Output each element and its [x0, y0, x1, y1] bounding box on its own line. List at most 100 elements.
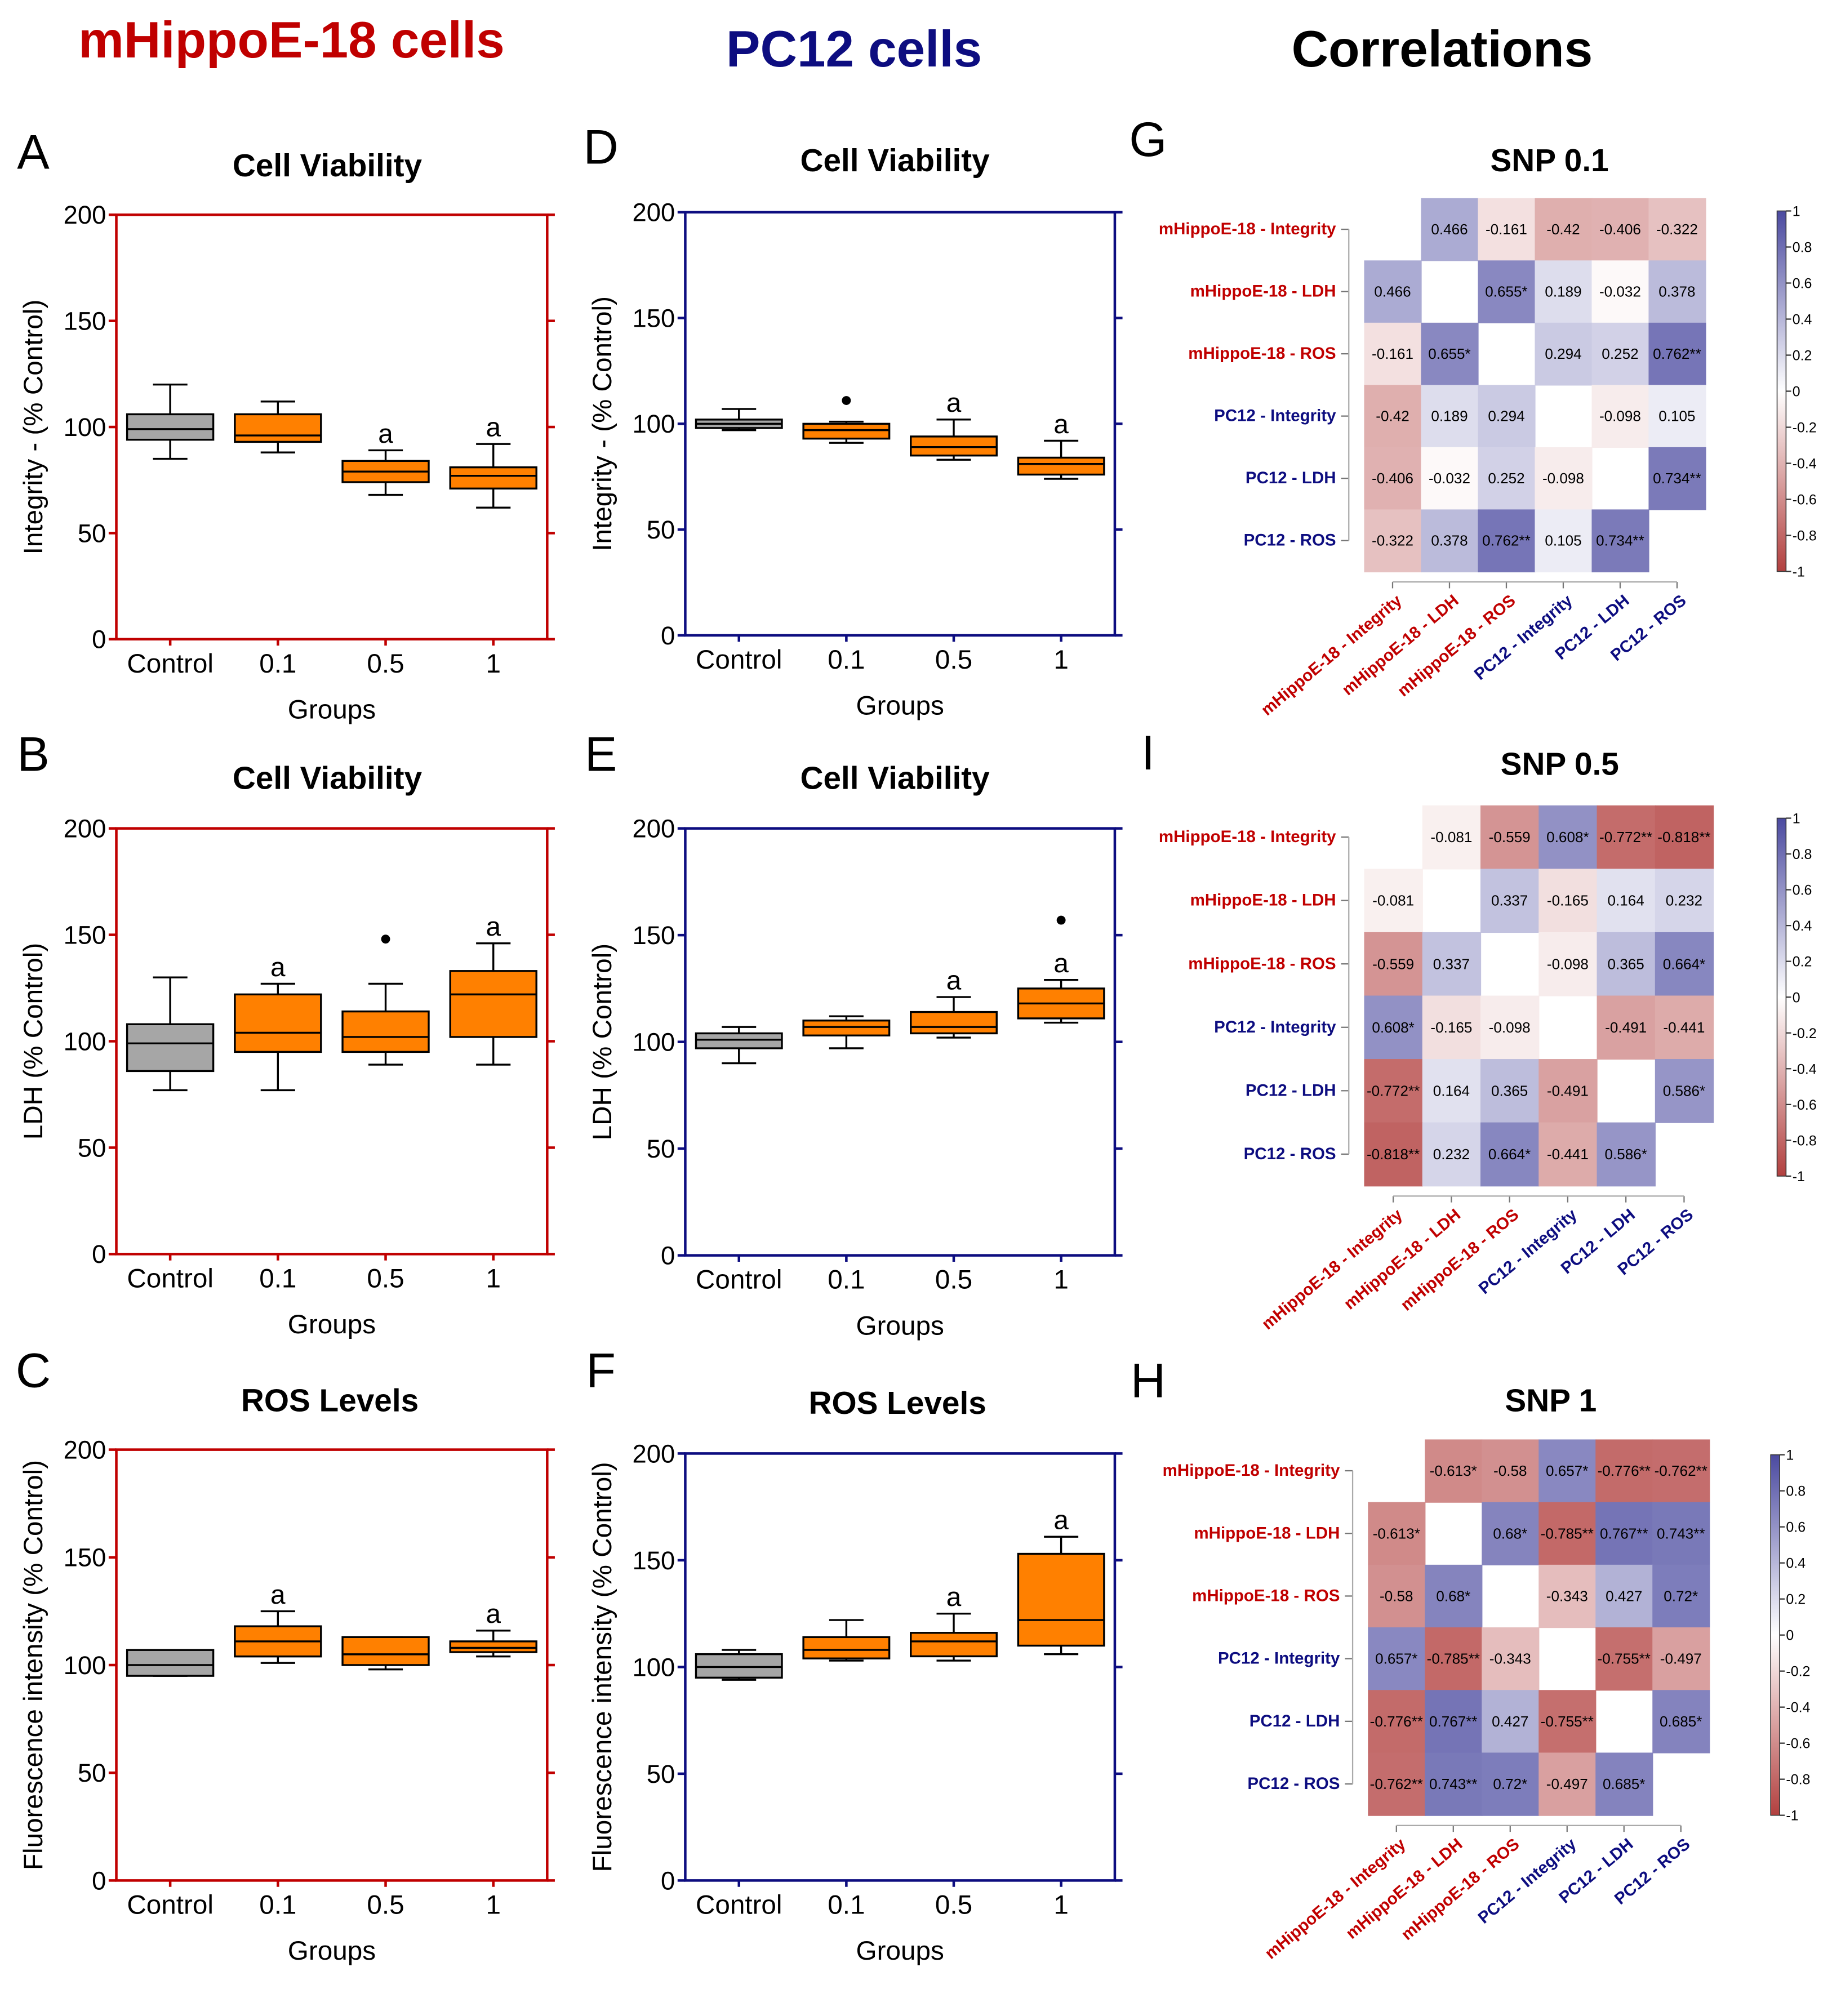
cell-fill — [1591, 198, 1649, 261]
cell-value: -0.491 — [1547, 1082, 1589, 1099]
heatmap-cell: 0.294 — [1535, 322, 1593, 386]
colorbar-tick-label: 0.8 — [1793, 240, 1812, 256]
cell-value: -0.098 — [1547, 955, 1589, 972]
y-tick-label: 0 — [661, 621, 675, 650]
x-tick-label: Control — [127, 1263, 214, 1293]
cell-fill — [1538, 1690, 1597, 1754]
cell-fill — [1364, 869, 1423, 933]
cell-value: -0.818** — [1367, 1146, 1420, 1163]
cell-fill — [1422, 1059, 1482, 1123]
y-tick-label: 150 — [64, 920, 106, 949]
y-tick-label: 50 — [78, 1759, 106, 1787]
cell-value: -0.42 — [1376, 408, 1409, 425]
box-0.5: a — [910, 965, 998, 1039]
cell-fill — [1591, 509, 1649, 573]
panel-h: H SNP 1 mHippoE-18 - Integrity mHippoE-18 -… — [1131, 1354, 1811, 1963]
colorbar-tick-label: -1 — [1793, 1169, 1805, 1185]
cell-fill — [1482, 1752, 1540, 1816]
chart-title: Cell Viability — [800, 143, 990, 179]
panel-letter: A — [17, 126, 50, 180]
heatmap-cell: 0.337 — [1422, 932, 1482, 996]
heatmap-cell: 0.657* — [1368, 1627, 1426, 1691]
heatmap-cell: -0.785** — [1425, 1627, 1483, 1691]
heatmap-cell: 0.767** — [1595, 1502, 1653, 1565]
cell-value: 0.427 — [1492, 1713, 1528, 1730]
box-Control — [695, 1026, 783, 1065]
heatmap-cell: 0.466 — [1364, 260, 1422, 323]
x-tick-label: 0.1 — [259, 1890, 296, 1920]
cell-value: 0.105 — [1545, 532, 1581, 549]
heatmap-cell: -0.776** — [1368, 1690, 1426, 1754]
colorbar-tick-label: -1 — [1793, 564, 1805, 580]
heatmap-cell: -0.772** — [1597, 805, 1656, 870]
box-iqr — [126, 1649, 215, 1677]
heatmap-cell: 0.72* — [1652, 1564, 1710, 1628]
column-label: PC12 - Integrity — [1475, 1205, 1581, 1298]
column-label: PC12 - Integrity — [1471, 591, 1576, 684]
box-iqr — [802, 422, 891, 440]
y-tick-label: 200 — [633, 1439, 675, 1468]
heatmap-cell: -0.322 — [1364, 509, 1422, 573]
cell-value: -0.165 — [1547, 892, 1589, 909]
colorbar-tick-label: 0 — [1793, 990, 1800, 1005]
heatmap-cell: -0.613* — [1368, 1502, 1426, 1565]
cell-value: -0.032 — [1599, 283, 1641, 300]
x-tick-label: 0.1 — [259, 1263, 296, 1293]
row-label: mHippoE-18 - ROS — [1188, 954, 1336, 973]
heatmap-cell: 0.294 — [1478, 385, 1536, 448]
cell-value: -0.441 — [1547, 1146, 1589, 1163]
chart-title: ROS Levels — [241, 1383, 419, 1419]
cell-fill — [1482, 1627, 1540, 1691]
row-label: PC12 - LDH — [1249, 1712, 1340, 1730]
cell-fill — [1422, 995, 1482, 1060]
cell-value: -0.755** — [1541, 1713, 1594, 1730]
row-label: mHippoE-18 - LDH — [1194, 1524, 1340, 1542]
heatmap-cell: -0.161 — [1478, 198, 1536, 261]
cell-value: -0.762** — [1370, 1775, 1423, 1792]
cell-value: 0.657* — [1375, 1650, 1417, 1667]
row-label: PC12 - ROS — [1244, 1145, 1336, 1163]
heatmap-cell: -0.161 — [1364, 322, 1422, 386]
panel-f: F ROS Levels 0 50 100 150 200 Fluorescence inte… — [586, 1343, 1123, 1966]
cell-value: -0.098 — [1542, 470, 1584, 487]
cell-fill — [1364, 385, 1422, 448]
cell-fill — [1364, 260, 1422, 323]
x-tick-label: 0.1 — [828, 1265, 865, 1295]
x-axis-label: Groups — [288, 695, 376, 724]
chart-title: Cell Viability — [233, 760, 423, 796]
significance-label: a — [1053, 410, 1069, 439]
cell-value: 0.657* — [1546, 1462, 1588, 1479]
cell-value: 0.378 — [1658, 283, 1695, 300]
heatmap-cell: -0.098 — [1535, 447, 1593, 510]
box-0.1 — [234, 400, 322, 453]
cell-value: -0.098 — [1599, 408, 1641, 425]
cell-fill — [1422, 805, 1482, 870]
heatmap-cell: -0.491 — [1538, 1059, 1598, 1123]
heatmap-cell: -0.491 — [1597, 995, 1656, 1060]
cell-value: -0.818** — [1657, 829, 1710, 845]
y-tick-label: 50 — [78, 519, 106, 548]
cell-value: 0.685* — [1660, 1713, 1702, 1730]
box-iqr — [126, 413, 215, 441]
heatmap-cell: -0.755** — [1538, 1690, 1597, 1754]
cell-value: 0.337 — [1433, 955, 1470, 972]
heatmap-cell: 0.68* — [1425, 1564, 1483, 1628]
cell-fill — [1478, 198, 1536, 261]
cell-fill — [1595, 1564, 1653, 1628]
box-iqr — [449, 970, 537, 1038]
y-tick-label: 0 — [92, 625, 106, 654]
cell-fill — [1368, 1752, 1426, 1816]
cell-fill — [1478, 509, 1536, 573]
heatmap-cell: -0.165 — [1538, 869, 1598, 933]
row-label: mHippoE-18 - LDH — [1190, 282, 1336, 301]
significance-label: a — [270, 1580, 286, 1610]
heatmap-cell: 0.232 — [1655, 869, 1714, 933]
panel-letter: B — [17, 728, 50, 782]
cell-fill — [1368, 1502, 1426, 1565]
heatmap-cell: -0.343 — [1482, 1627, 1540, 1691]
cell-fill — [1368, 1690, 1426, 1754]
colorbar-tick-label: -0.8 — [1793, 528, 1817, 544]
panel-d: D Cell Viability 0 50 100 150 200 Integrity - (… — [584, 121, 1123, 721]
cell-value: 0.655* — [1428, 345, 1470, 362]
cell-value: 0.685* — [1603, 1775, 1645, 1792]
